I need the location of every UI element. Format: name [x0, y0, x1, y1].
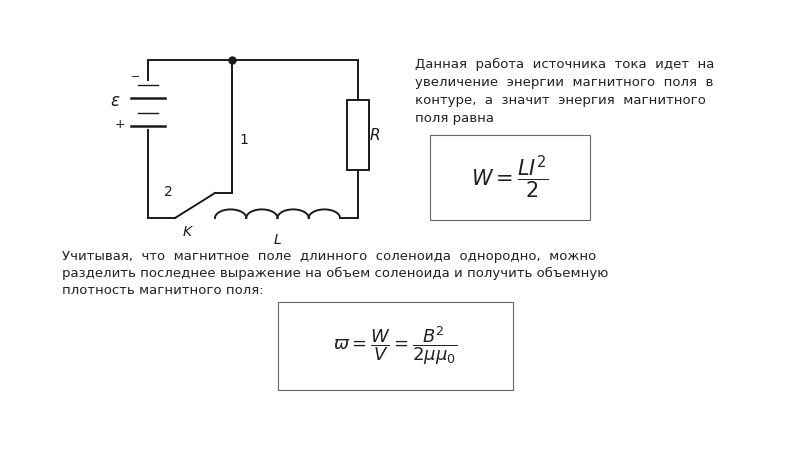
Bar: [430, 135, 590, 220]
Bar: [347, 100, 369, 170]
Text: $R$: $R$: [370, 127, 381, 143]
Text: $\varepsilon$: $\varepsilon$: [110, 94, 120, 111]
Text: Данная  работа  источника  тока  идет  на: Данная работа источника тока идет на: [415, 58, 714, 71]
Text: поля равна: поля равна: [415, 112, 494, 125]
Text: $W = \dfrac{LI^2}{2}$: $W = \dfrac{LI^2}{2}$: [471, 153, 549, 201]
Text: $K$: $K$: [182, 225, 194, 239]
Text: разделить последнее выражение на объем соленоида и получить объемную: разделить последнее выражение на объем с…: [62, 267, 608, 280]
Text: $1$: $1$: [239, 133, 249, 147]
Text: −: −: [131, 72, 141, 82]
Text: плотность магнитного поля:: плотность магнитного поля:: [62, 284, 264, 297]
Text: Учитывая,  что  магнитное  поле  длинного  соленоида  однородно,  можно: Учитывая, что магнитное поле длинного со…: [62, 250, 596, 263]
Text: увеличение  энергии  магнитного  поля  в: увеличение энергии магнитного поля в: [415, 76, 714, 89]
Text: контуре,  а  значит  энергия  магнитного: контуре, а значит энергия магнитного: [415, 94, 706, 107]
Text: +: +: [114, 118, 126, 131]
Text: $2$: $2$: [163, 185, 173, 199]
Bar: [278, 302, 513, 390]
Text: $\varpi = \dfrac{W}{V} = \dfrac{B^2}{2\mu\mu_0}$: $\varpi = \dfrac{W}{V} = \dfrac{B^2}{2\m…: [334, 324, 458, 367]
Text: $L$: $L$: [273, 233, 282, 247]
